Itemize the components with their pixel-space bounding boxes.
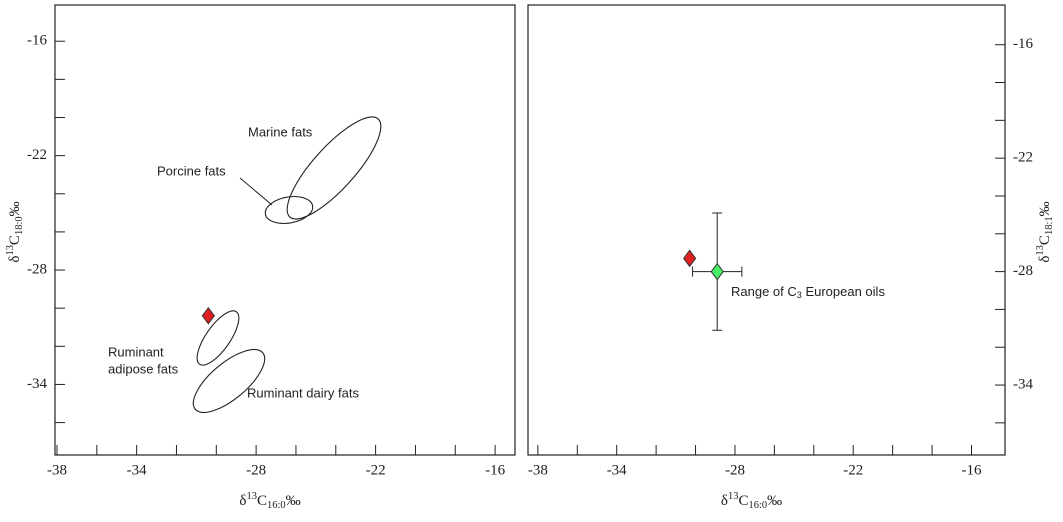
point [201,306,215,325]
left-frame [54,4,516,456]
text-part: 13 [728,491,739,502]
text-part: Range of C [731,284,797,299]
x-tick-label: -28 [246,462,266,478]
text-part: δ [239,493,246,509]
point [683,249,697,268]
axis-title: δ13C18:0‰ [5,201,24,262]
x-tick-label: -22 [366,462,386,478]
text-part: European oils [802,284,886,299]
y-tick-label: -34 [1013,376,1033,392]
dairy-region [192,348,266,414]
text-part: δ [7,256,23,263]
text-part: 16:0 [267,500,286,511]
region-label: Marine fats [248,124,313,139]
point [710,262,724,281]
y-tick-label: -28 [27,261,47,277]
y-tick-label: -22 [1013,150,1033,166]
axis-title: δ13C16:0‰ [721,491,782,510]
x-tick-label: -34 [127,462,147,478]
y-tick-label: -16 [1013,36,1033,52]
y-tick-label: -34 [27,376,47,392]
x-tick-label: -38 [47,462,67,478]
text-part: ‰ [286,493,301,509]
x-tick-label: -28 [725,462,745,478]
porcine-region [264,195,314,225]
text-part: δ [1037,256,1053,263]
text-part: 18:0 [14,216,25,235]
text-part: 13 [246,491,257,502]
text-part: ‰ [767,493,782,509]
text-part: ‰ [1037,201,1053,216]
x-tick-label: -22 [843,462,863,478]
y-tick-label: -28 [1013,263,1033,279]
marine-region [286,116,382,220]
leader-line [239,177,273,206]
region-label: Porcine fats [157,163,226,178]
axis-title: δ13C18:1‰ [1035,201,1054,262]
region-label: adipose fats [108,361,179,376]
text-part: 18:1 [1044,216,1055,235]
y-tick-label: -16 [27,33,47,49]
text-part: C [738,493,748,509]
right-frame [527,4,1006,456]
text-part: 16:0 [748,500,767,511]
text-part: C [257,493,267,509]
text-part: δ [721,493,728,509]
axis-title: Range of C3 European oils [731,284,885,300]
text-part: 13 [5,245,16,256]
adipose-region [196,310,240,366]
text-part: C [1037,235,1053,245]
y-tick-label: -22 [27,147,47,163]
x-tick-label: -38 [528,462,548,478]
text-part: 3 [797,290,802,300]
x-tick-label: -16 [961,462,981,478]
x-tick-label: -34 [607,462,627,478]
axis-title: δ13C16:0‰ [239,491,300,510]
text-part: ‰ [7,201,23,216]
x-tick-label: -16 [485,462,505,478]
region-label: Ruminant [108,344,164,359]
text-part: C [7,235,23,245]
regions [192,116,382,414]
region-label: Ruminant dairy fats [247,385,359,400]
text-part: 13 [1035,245,1046,256]
